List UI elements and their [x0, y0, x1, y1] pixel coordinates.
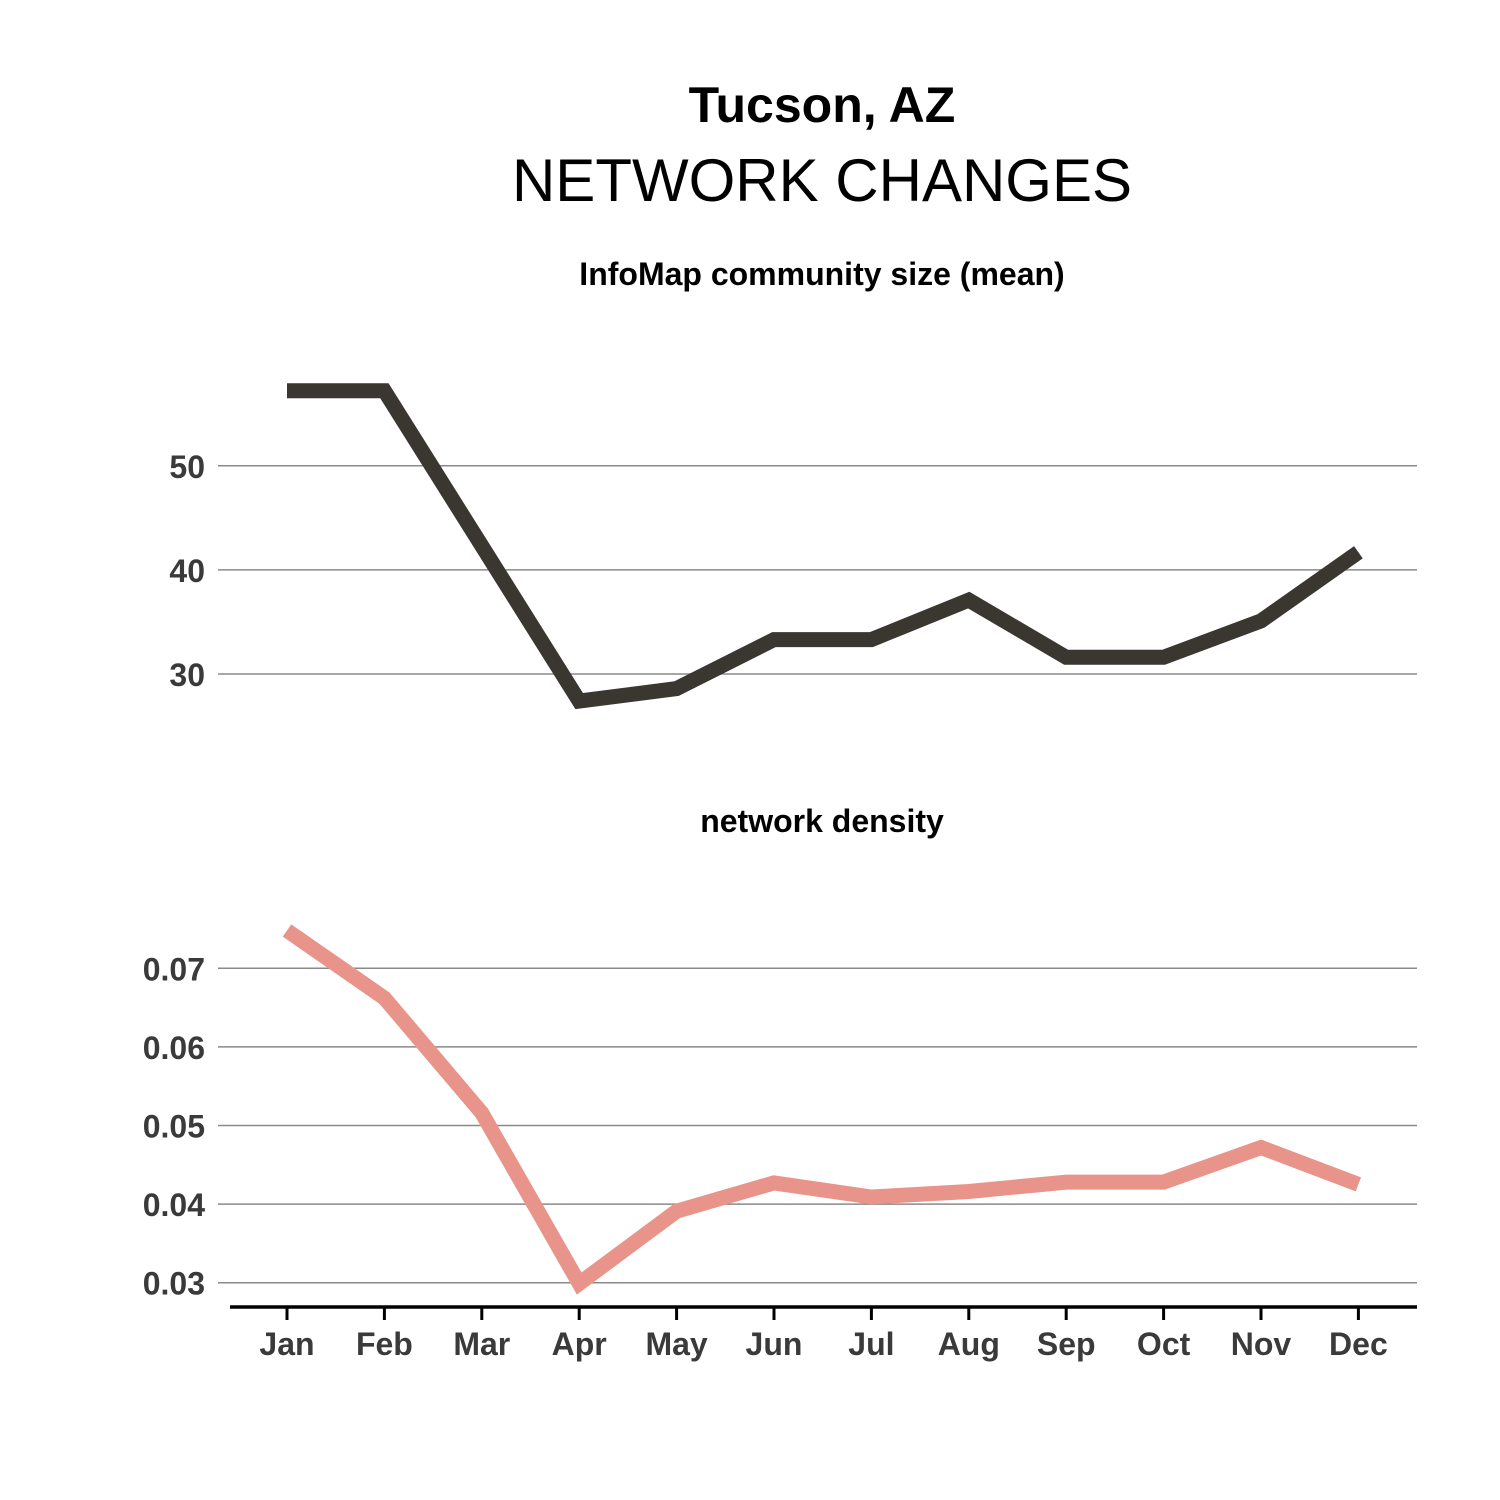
y-tick-label: 0.05 — [143, 1108, 205, 1144]
series-network-density — [282, 924, 1362, 1295]
y-tick-label: 0.07 — [143, 951, 205, 987]
chart-title: Tucson, AZ — [689, 77, 956, 133]
x-tick-label: Aug — [938, 1326, 1000, 1362]
x-tick-label: Oct — [1137, 1326, 1191, 1362]
x-tick-label: Apr — [552, 1326, 607, 1362]
chart-subtitle: NETWORK CHANGES — [512, 147, 1132, 214]
series-line — [282, 924, 1362, 1295]
y-tick-label: 0.06 — [143, 1030, 205, 1066]
series-community-size — [287, 383, 1363, 710]
x-tick-label: Feb — [356, 1326, 413, 1362]
x-tick-label: Nov — [1231, 1326, 1292, 1362]
panel-network-density: network density 0.03 0.04 0.05 0.06 0.07 — [143, 803, 1417, 1302]
y-axis-network-density: 0.03 0.04 0.05 0.06 0.07 — [143, 951, 205, 1301]
y-tick-label: 30 — [169, 657, 205, 693]
x-tick-label: May — [645, 1326, 707, 1362]
panel-title-network-density: network density — [700, 803, 944, 839]
y-tick-label: 40 — [169, 553, 205, 589]
x-tick-label: Mar — [453, 1326, 510, 1362]
panel-community-size: InfoMap community size (mean) 30 40 50 — [169, 256, 1417, 710]
y-tick-label: 50 — [169, 449, 205, 485]
x-axis: Jan Feb Mar Apr May Jun Jul Aug Sep Oct Nov Dec — [230, 1305, 1417, 1362]
y-tick-label: 0.03 — [143, 1266, 205, 1302]
panel-title-community-size: InfoMap community size (mean) — [579, 256, 1064, 292]
x-tick-label: Jan — [259, 1326, 314, 1362]
x-tick-label: Jul — [848, 1326, 894, 1362]
series-line — [287, 383, 1363, 710]
y-axis-community-size: 30 40 50 — [169, 449, 205, 693]
y-tick-label: 0.04 — [143, 1187, 205, 1223]
grid-community-size — [218, 465, 1417, 675]
x-tick-label: Jun — [746, 1326, 803, 1362]
x-tick-label: Dec — [1329, 1326, 1388, 1362]
x-tick-label: Sep — [1037, 1326, 1096, 1362]
